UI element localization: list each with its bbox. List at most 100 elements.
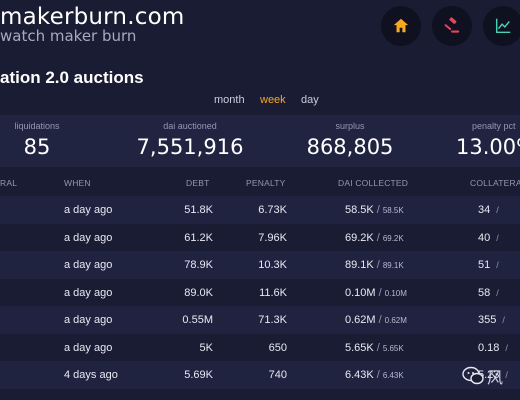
- cell-penalty: 71.3K: [258, 314, 287, 326]
- cell-when: a day ago: [64, 341, 113, 354]
- dai-value: 0.10M: [345, 286, 376, 299]
- cell-penalty: 740: [268, 369, 287, 381]
- dai-value: 69.2K: [345, 231, 374, 244]
- cell-when: a day ago: [64, 204, 113, 216]
- dai-value-small: 89.1K: [382, 261, 404, 270]
- stat-dai-auctioned: dai auctioned 7,551,916: [130, 115, 250, 159]
- tab-day[interactable]: day: [301, 94, 319, 106]
- separator: /: [505, 342, 508, 353]
- watermark-text: 风: [487, 370, 504, 387]
- column-header-when[interactable]: WHEN: [64, 178, 91, 188]
- cell-penalty: 650: [268, 341, 287, 354]
- cell-collateral: 40 /: [478, 232, 499, 244]
- table-header: RAL WHEN DEBT PENALTY DAI COLLECTED COLL…: [0, 178, 520, 194]
- header: makerburn.com watch maker burn: [0, 0, 520, 56]
- cell-when: 4 days ago: [64, 369, 118, 381]
- cell-when: a day ago: [64, 259, 113, 271]
- separator: /: [376, 204, 380, 216]
- dai-value: 5.65K: [345, 341, 374, 354]
- column-header-collateral-type[interactable]: RAL: [0, 178, 18, 188]
- cell-dai-collected: 0.62M/0.62M: [345, 314, 407, 326]
- cell-debt: 78.9K: [184, 259, 213, 271]
- stat-label: dai auctioned: [163, 121, 217, 131]
- cell-penalty: 7.96K: [258, 231, 287, 244]
- table-row[interactable]: a day ago 89.0K 11.6K 0.10M/0.10M 58/: [0, 279, 520, 307]
- cell-dai-collected: 0.10M/0.10M: [345, 287, 407, 299]
- stat-value: 868,805: [306, 135, 394, 159]
- cell-debt: 89.0K: [184, 286, 213, 299]
- site-subtitle: watch maker burn: [0, 27, 137, 45]
- dai-value-small: 6.43K: [382, 371, 404, 380]
- dai-value: 0.62M: [345, 314, 376, 326]
- column-header-penalty[interactable]: PENALTY: [246, 178, 286, 188]
- watermark: 风: [462, 358, 520, 394]
- collateral-value: 51: [478, 259, 491, 271]
- cell-collateral: 355 /: [478, 314, 505, 326]
- dai-value: 6.43K: [345, 369, 374, 381]
- dai-value-small: 69.2K: [382, 233, 404, 243]
- cell-penalty: 10.3K: [258, 259, 287, 271]
- wechat-icon: [462, 366, 484, 385]
- dai-value-small: 58.5K: [382, 206, 404, 215]
- stat-label: liquidations: [14, 121, 60, 131]
- collateral-value: 58: [478, 286, 491, 299]
- stat-value: 13.00%: [456, 135, 520, 159]
- period-tabs: month week day: [0, 94, 520, 110]
- table-row[interactable]: a day ago 0.55M 71.3K 0.62M/0.62M 355/: [0, 306, 520, 334]
- cell-penalty: 11.6K: [259, 286, 287, 299]
- cell-dai-collected: 6.43K/6.43K: [345, 369, 404, 381]
- stats-band: liquidations 85 dai auctioned 7,551,916 …: [0, 115, 520, 167]
- cell-collateral: 51 /: [478, 259, 499, 271]
- dai-value-small: 0.62M: [384, 316, 407, 325]
- separator: /: [505, 370, 508, 380]
- stat-liquidations: liquidations 85: [6, 115, 68, 159]
- cell-debt: 0.55M: [182, 314, 213, 326]
- separator: /: [496, 260, 499, 270]
- column-header-dai-collected[interactable]: DAI COLLECTED: [338, 178, 409, 188]
- cell-dai-collected: 89.1K/89.1K: [345, 259, 404, 271]
- collateral-value: 34: [478, 204, 491, 216]
- cell-when: a day ago: [64, 314, 113, 326]
- separator: /: [502, 315, 505, 325]
- stat-value: 7,551,916: [136, 135, 244, 159]
- table-row[interactable]: a day ago 5K 650 5.65K/5.65K 0.18/: [0, 334, 520, 362]
- auctions-button[interactable]: [432, 6, 472, 46]
- cell-collateral: 34 /: [478, 204, 499, 216]
- separator: /: [376, 369, 380, 381]
- collateral-value: 355: [478, 314, 497, 326]
- table-row[interactable]: a day ago 61.2K 7.96K 69.2K/69.2K 40/: [0, 224, 520, 252]
- column-header-collateral[interactable]: COLLATERA: [470, 178, 520, 188]
- separator: /: [378, 314, 382, 326]
- column-header-debt[interactable]: DEBT: [186, 178, 210, 188]
- cell-debt: 51.8K: [184, 204, 213, 216]
- cell-dai-collected: 69.2K/69.2K: [345, 232, 404, 244]
- tab-month[interactable]: month: [214, 94, 245, 106]
- separator: /: [376, 341, 380, 354]
- table-row[interactable]: 4 days ago 5.69K 740 6.43K/6.43K 5.23/: [0, 361, 520, 389]
- separator: /: [376, 259, 380, 271]
- dai-value: 89.1K: [345, 259, 374, 271]
- cell-debt: 5.69K: [184, 369, 213, 381]
- separator: /: [496, 232, 499, 243]
- separator: /: [376, 231, 380, 244]
- table-row[interactable]: a day ago 78.9K 10.3K 89.1K/89.1K 51/: [0, 251, 520, 279]
- home-button[interactable]: [381, 6, 421, 46]
- page-title: ation 2.0 auctions: [0, 68, 144, 87]
- collateral-value: 0.18: [478, 341, 500, 354]
- stat-label: penalty pct: [472, 121, 516, 131]
- home-icon: [393, 18, 409, 33]
- cell-debt: 61.2K: [184, 231, 213, 244]
- separator: /: [378, 286, 382, 299]
- cell-dai-collected: 58.5K/58.5K: [345, 204, 404, 216]
- cell-dai-collected: 5.65K/5.65K: [345, 342, 404, 354]
- cell-collateral: 0.18 /: [478, 342, 508, 354]
- charts-button[interactable]: [483, 6, 520, 46]
- tab-week[interactable]: week: [260, 94, 286, 106]
- gavel-icon: [444, 17, 460, 33]
- table-row[interactable]: a day ago 51.8K 6.73K 58.5K/58.5K 34/: [0, 196, 520, 224]
- dai-value-small: 0.10M: [384, 288, 407, 298]
- stat-surplus: surplus 868,805: [295, 115, 405, 159]
- cell-when: a day ago: [64, 231, 113, 244]
- auctions-table: a day ago 51.8K 6.73K 58.5K/58.5K 34/ a …: [0, 196, 520, 389]
- site-title[interactable]: makerburn.com: [0, 4, 185, 30]
